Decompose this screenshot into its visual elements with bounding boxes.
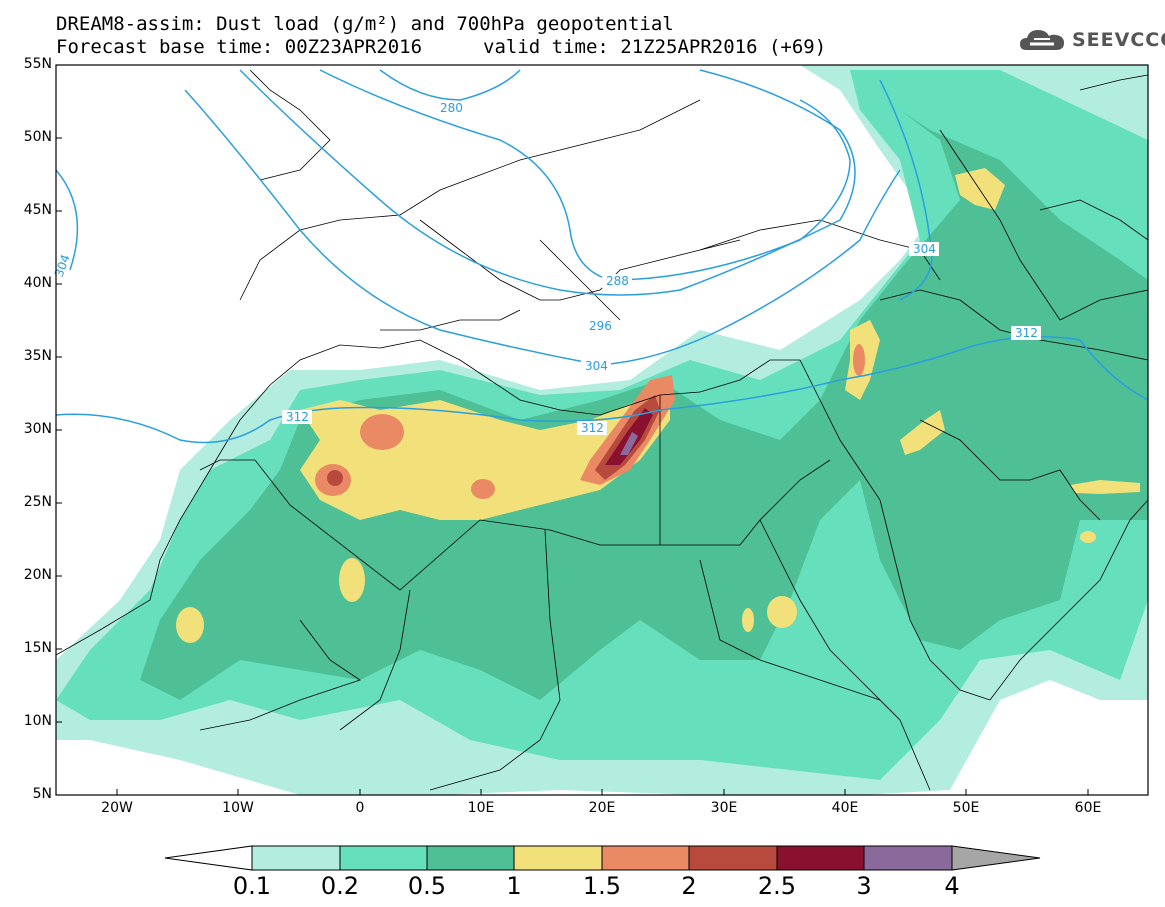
dust-level-1 [1080, 531, 1096, 543]
dust-level-1 [955, 168, 1005, 210]
colorbar-swatch [601, 845, 690, 871]
lat-label: 45N [23, 202, 52, 218]
dust-level-1 [1070, 480, 1140, 494]
colorbar-label: 0.5 [407, 872, 447, 900]
cloud-icon [1020, 30, 1064, 50]
logo-text: SEEVCCC [1072, 29, 1165, 51]
dust-level-2.5 [605, 408, 653, 465]
lon-label: 10E [467, 800, 495, 816]
lat-label: 30N [23, 421, 52, 437]
colorbar-label: 4 [944, 872, 960, 900]
dust-level-1 [767, 596, 797, 628]
colorbar-label: 2 [681, 872, 697, 900]
contour-label: 312 [581, 421, 604, 435]
contour-label: 296 [589, 319, 612, 333]
lat-label: 15N [23, 640, 52, 656]
colorbar-label: 1 [506, 872, 522, 900]
colorbar-label: 3 [856, 872, 872, 900]
lat-label: 35N [23, 348, 52, 364]
colorbar-label: 1.5 [582, 872, 622, 900]
lon-label: 20W [101, 800, 133, 816]
lat-label: 20N [23, 567, 52, 583]
lon-label: 60E [1074, 800, 1102, 816]
colorbar-swatch [426, 845, 515, 871]
colorbar-swatch [863, 845, 953, 871]
lon-label: 40E [831, 800, 859, 816]
seevccc-logo: SEEVCCC [1018, 26, 1165, 56]
dust-level-1 [900, 410, 945, 455]
axis-ticks [56, 64, 1089, 795]
lat-label: 55N [23, 56, 52, 72]
lon-label: 30E [710, 800, 738, 816]
contour-label: 304 [585, 359, 608, 373]
forecast-base-time: Forecast base time: 00Z23APR2016 [56, 36, 423, 58]
colorbar-label: 0.1 [232, 872, 272, 900]
colorbar [164, 845, 1041, 871]
lon-label: 50E [952, 800, 980, 816]
colorbar-label: 0.2 [320, 872, 360, 900]
contour-labels: 280 288 296 304 312 304 312 312 304 [52, 101, 1041, 435]
colorbar-swatch [776, 845, 865, 871]
dust-level-1 [339, 558, 365, 602]
colorbar-swatch [513, 845, 603, 871]
lat-label: 50N [23, 129, 52, 145]
dust-level-2 [327, 470, 343, 486]
lon-label: 20E [588, 800, 616, 816]
colorbar-swatch [251, 845, 341, 871]
colorbar-swatch [688, 845, 778, 871]
contour-label: 304 [913, 242, 936, 256]
lat-label: 10N [23, 713, 52, 729]
dust-level-1.5 [360, 414, 404, 450]
dust-level-1 [300, 380, 670, 520]
lon-label: 10W [222, 800, 254, 816]
contour-label: 312 [1015, 326, 1038, 340]
contour-label: 280 [440, 101, 463, 115]
colorbar-swatch [951, 845, 1041, 871]
lat-label: 5N [32, 786, 52, 802]
dust-level-1.5 [853, 344, 865, 376]
colorbar-swatch [339, 845, 428, 871]
coastlines [55, 69, 1149, 791]
contour-label: 288 [606, 274, 629, 288]
lat-label: 40N [23, 275, 52, 291]
lat-label: 25N [23, 494, 52, 510]
dust-level-3 [620, 432, 638, 455]
contour-label: 312 [286, 410, 309, 424]
dust-level-1 [742, 608, 754, 632]
valid-time: valid time: 21Z25APR2016 (+69) [483, 36, 827, 58]
colorbar-label: 2.5 [757, 872, 797, 900]
geopotential-contours [55, 69, 1149, 444]
lon-label: 0 [355, 800, 365, 816]
dust-level-1 [176, 607, 204, 643]
dust-level-1.5 [471, 479, 495, 499]
map-title: DREAM8-assim: Dust load (g/m²) and 700hP… [56, 13, 674, 35]
